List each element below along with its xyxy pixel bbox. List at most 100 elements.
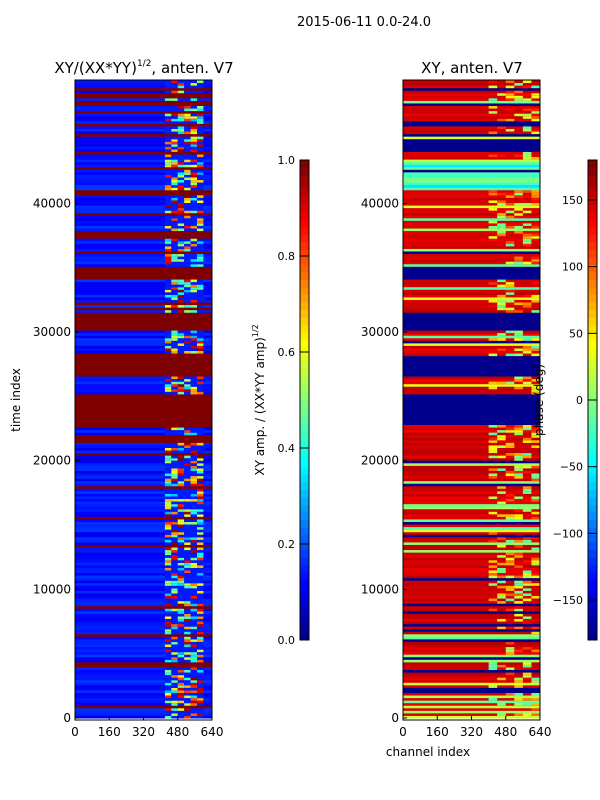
- heatmap-row: [403, 473, 540, 477]
- colorbar-segment: [588, 332, 597, 341]
- heatmap-cell: [177, 376, 185, 380]
- heatmap-row: [403, 687, 540, 691]
- heatmap-cell: [190, 207, 198, 211]
- heatmap-cell: [171, 279, 178, 283]
- heatmap-row: [75, 286, 212, 290]
- heatmap-cell: [177, 539, 185, 543]
- heatmap-cell: [190, 279, 198, 283]
- heatmap-cell: [488, 684, 498, 688]
- heatmap-cell: [177, 531, 185, 535]
- heatmap-cell: [177, 480, 185, 484]
- heatmap-cell: [190, 294, 198, 298]
- heatmap-cell: [184, 618, 191, 622]
- heatmap-cell: [164, 118, 172, 122]
- heatmap-cell: [190, 695, 198, 699]
- heatmap-cell: [197, 467, 204, 471]
- heatmap-cell: [184, 146, 191, 150]
- heatmap-cell: [190, 164, 198, 168]
- y-tick-label: 30000: [33, 325, 71, 339]
- colorbar-segment: [300, 610, 309, 618]
- heatmap-cell: [190, 490, 198, 494]
- heatmap-row: [403, 541, 540, 545]
- heatmap-cell: [164, 493, 172, 497]
- heatmap-cell: [177, 294, 185, 298]
- heatmap-row: [75, 365, 212, 369]
- heatmap-cell: [522, 345, 532, 349]
- heatmap-cell: [197, 480, 204, 484]
- heatmap-row: [403, 164, 540, 168]
- heatmap-cell: [184, 572, 191, 576]
- heatmap-row: [403, 312, 540, 316]
- heatmap-cell: [184, 243, 191, 247]
- heatmap-row: [75, 605, 212, 609]
- heatmap-row: [75, 154, 212, 158]
- heatmap-cell: [190, 651, 198, 655]
- heatmap-cell: [171, 615, 178, 619]
- heatmap-row: [75, 416, 212, 420]
- heatmap-row: [403, 511, 540, 515]
- heatmap-row: [75, 256, 212, 260]
- heatmap-cell: [171, 261, 178, 265]
- heatmap-cell: [171, 444, 178, 448]
- heatmap-cell: [177, 483, 185, 487]
- heatmap-row: [403, 450, 540, 454]
- heatmap-cell: [197, 582, 204, 586]
- heatmap-row: [75, 294, 212, 298]
- heatmap-cell: [497, 485, 506, 489]
- heatmap-cell: [497, 424, 506, 428]
- heatmap-row: [403, 697, 540, 701]
- heatmap-cell: [522, 559, 532, 563]
- heatmap-cell: [514, 677, 523, 681]
- heatmap-cell: [177, 179, 185, 183]
- heatmap-cell: [164, 613, 172, 617]
- heatmap-row: [75, 230, 212, 234]
- heatmap-cell: [531, 95, 540, 99]
- heatmap-row: [403, 286, 540, 290]
- heatmap-row: [403, 427, 540, 431]
- heatmap-cell: [488, 207, 498, 211]
- heatmap-cell: [190, 707, 198, 711]
- heatmap-cell: [497, 651, 506, 655]
- heatmap-row: [75, 442, 212, 446]
- heatmap-cell: [531, 473, 540, 477]
- heatmap-cell: [197, 613, 204, 617]
- heatmap-cell: [197, 253, 204, 257]
- colorbar-segment: [300, 340, 309, 348]
- heatmap-cell: [164, 490, 172, 494]
- heatmap-cell: [177, 501, 185, 505]
- heatmap-cell: [197, 80, 204, 84]
- heatmap-cell: [177, 350, 185, 354]
- heatmap-cell: [184, 215, 191, 219]
- heatmap-row: [75, 319, 212, 323]
- heatmap-cell: [197, 473, 204, 477]
- heatmap-cell: [531, 386, 540, 390]
- heatmap-cell: [164, 687, 172, 691]
- heatmap-cell: [505, 692, 515, 696]
- heatmap-cell: [197, 281, 204, 285]
- heatmap-cell: [497, 618, 506, 622]
- heatmap-cell: [522, 488, 532, 492]
- heatmap-cell: [177, 80, 185, 84]
- colorbar-segment: [300, 580, 309, 588]
- heatmap-row: [75, 598, 212, 602]
- heatmap-cell: [171, 169, 178, 173]
- heatmap-row: [75, 342, 212, 346]
- heatmap-cell: [184, 347, 191, 352]
- heatmap-cell: [522, 97, 532, 101]
- heatmap-cell: [197, 240, 204, 244]
- heatmap-cell: [514, 467, 523, 471]
- heatmap-row: [403, 495, 540, 500]
- heatmap-row: [75, 600, 212, 604]
- heatmap-cell: [197, 631, 204, 635]
- heatmap-row: [75, 452, 212, 456]
- heatmap-row: [403, 664, 540, 668]
- colorbar-segment: [588, 167, 597, 176]
- heatmap-cell: [190, 261, 198, 265]
- heatmap-cell: [171, 245, 178, 249]
- heatmap-row: [75, 628, 212, 632]
- heatmap-cell: [171, 284, 178, 288]
- heatmap-cell: [197, 347, 204, 352]
- heatmap-cell: [184, 488, 191, 492]
- heatmap-row: [403, 388, 540, 392]
- heatmap-cell: [522, 304, 532, 308]
